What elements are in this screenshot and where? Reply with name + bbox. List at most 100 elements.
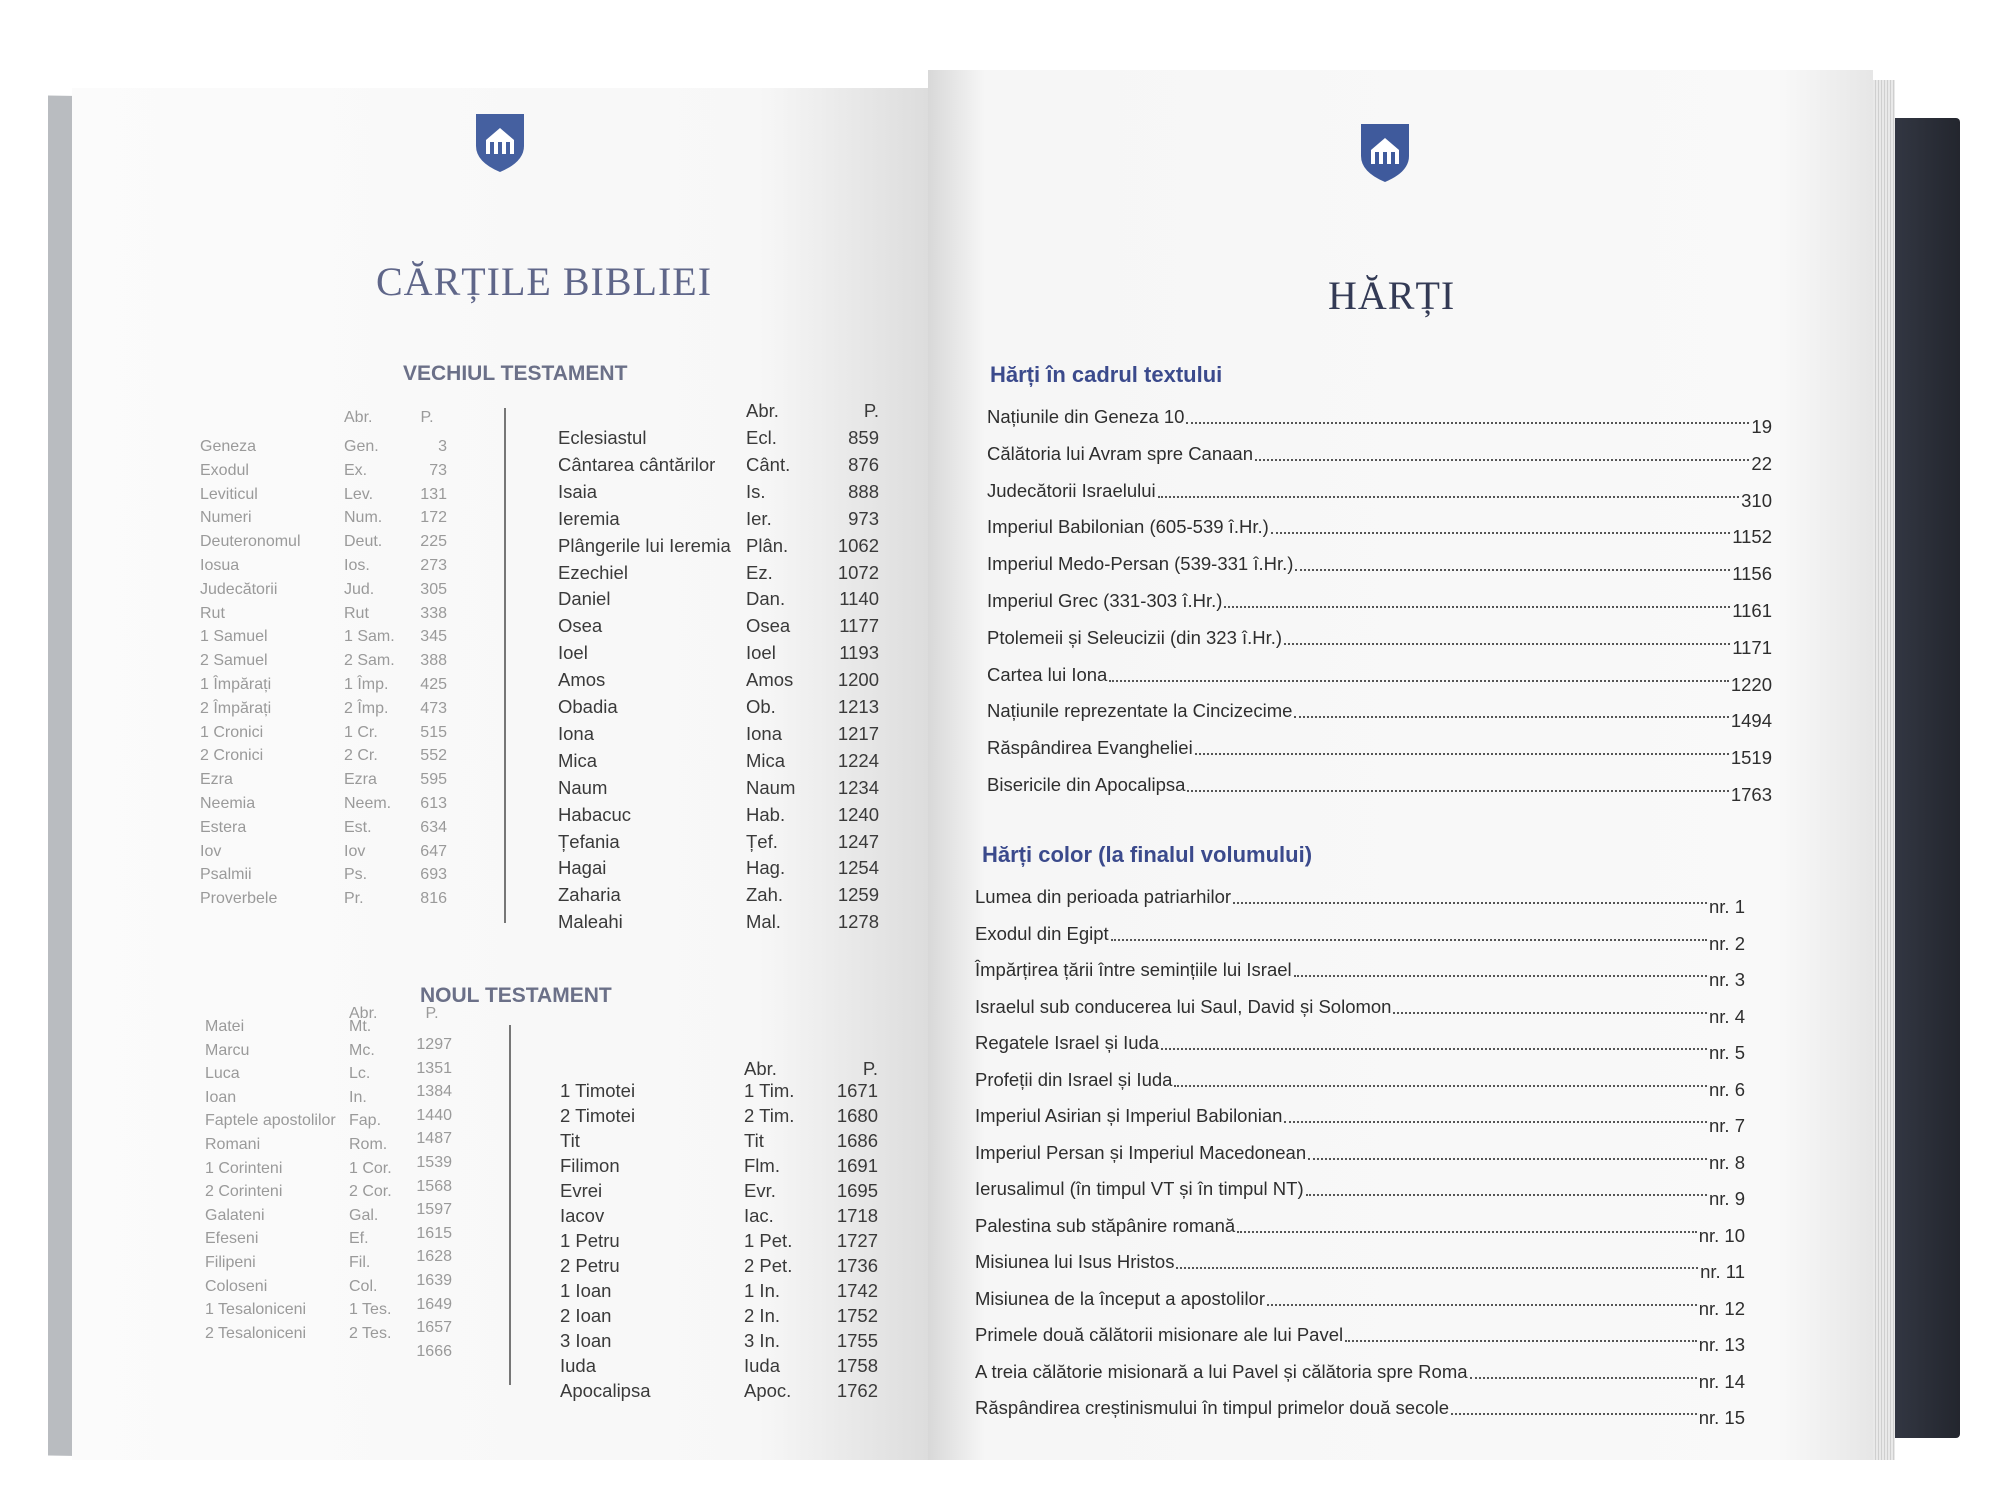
book-name: Iacov (560, 1205, 605, 1226)
book-page-number: 1259 (837, 884, 879, 906)
map-index-row: Cartea lui Iona 1220 (987, 664, 1772, 695)
dot-leader (1308, 1157, 1707, 1160)
book-page-number: 1487 (416, 1130, 452, 1148)
map-title: Imperiul Grec (331-303 î.Hr.) (987, 590, 1223, 611)
book-name: Efeseni (205, 1230, 259, 1248)
book-abbreviation: Ez. (746, 561, 773, 583)
dot-leader (1157, 495, 1740, 498)
book-name: Deuteronomul (200, 533, 301, 551)
book-abbreviation: Mal. (746, 911, 781, 933)
map-index-row: Imperiul Babilonian (605-539 î.Hr.) 1152 (987, 516, 1772, 547)
book-page-number: 1628 (416, 1248, 452, 1266)
book-name: Filipeni (205, 1254, 256, 1271)
book-name: Ieremia (558, 507, 620, 529)
book-page-number: 876 (848, 453, 879, 475)
book-page-number: 859 (848, 427, 879, 448)
shield-logo-icon (476, 114, 524, 172)
dot-leader (1451, 1413, 1697, 1415)
map-title: Judecătorii Israelului (987, 479, 1156, 501)
book-page-number: 1742 (836, 1280, 878, 1301)
map-page: nr. 9 (1709, 1188, 1745, 1209)
book-name: Judecătorii (200, 580, 278, 598)
right-page (928, 70, 1873, 1460)
book-name: 2 Samuel (200, 652, 268, 670)
new-testament-heading: NOUL TESTAMENT (420, 984, 612, 1007)
book-page-number: 1755 (836, 1330, 878, 1351)
book-page-number: 552 (420, 747, 447, 765)
map-page: 1152 (1732, 526, 1772, 548)
book-page-number: 1384 (416, 1083, 452, 1101)
book-abbreviation: Fap. (349, 1112, 382, 1130)
book-abbreviation: Țef. (746, 830, 778, 852)
map-page: nr. 15 (1698, 1407, 1745, 1428)
book-page-number: 273 (420, 557, 447, 574)
dot-leader (1469, 1376, 1697, 1379)
dot-leader (1109, 679, 1729, 682)
map-title: Imperiul Medo-Persan (539-331 î.Hr.) (987, 553, 1294, 575)
book-page-number: 1140 (839, 588, 879, 610)
book-page-number: 1278 (837, 911, 879, 933)
map-title: Ierusalimul (în timpul VT și în timpul N… (975, 1178, 1304, 1199)
dot-leader (1224, 606, 1731, 608)
book-page-number: 345 (420, 628, 447, 646)
book-page-number: 225 (420, 533, 447, 551)
book-page-number: 613 (420, 795, 447, 812)
dot-leader (1237, 1230, 1697, 1233)
book-name: Plângerile lui Ieremia (558, 534, 731, 556)
book-page-number: 172 (420, 509, 447, 527)
map-title: Lumea din perioada patriarhilor (975, 886, 1232, 907)
book-name: Galateni (205, 1206, 265, 1224)
map-page: 22 (1751, 452, 1772, 474)
book-page-number: 1217 (837, 722, 879, 744)
book-abbreviation: Num. (344, 509, 383, 527)
map-index-row: Națiunile reprezentate la Cincizecime 149… (987, 700, 1772, 731)
book-abbreviation: Osea (746, 615, 791, 637)
map-page: 1220 (1730, 673, 1772, 695)
map-title: Călătoria lui Avram spre Canaan (987, 442, 1253, 464)
book-page-number: 1224 (837, 749, 879, 771)
map-page: 1519 (1730, 747, 1772, 769)
dot-leader (1194, 753, 1729, 756)
map-page: nr. 7 (1709, 1115, 1745, 1136)
book-page-number: 1234 (837, 776, 879, 798)
map-index-row: Ptolemeii și Seleucizii (din 323 î.Hr.) 1… (987, 627, 1772, 658)
map-page: 1494 (1730, 710, 1772, 732)
old-testament-heading: VECHIUL TESTAMENT (403, 362, 628, 385)
book-abbreviation: Pr. (344, 890, 364, 908)
book-abbreviation: Iov (344, 842, 366, 860)
book-name: Luca (205, 1065, 240, 1083)
dot-leader (1294, 716, 1729, 719)
book-page-number: 1695 (836, 1180, 878, 1201)
map-page: nr. 12 (1698, 1297, 1745, 1319)
page-title: HĂRȚI (1328, 273, 1456, 318)
book-abbreviation: 1 Cr. (344, 723, 378, 741)
map-index-row: Răspândirea Evangheliei 1519 (987, 737, 1772, 768)
book-name: Iona (558, 722, 595, 744)
map-page: nr. 6 (1709, 1078, 1745, 1100)
book-page-number: 1440 (416, 1106, 452, 1124)
dot-leader (1293, 975, 1707, 977)
book-page-number: 1539 (416, 1154, 452, 1171)
map-title: Națiunile reprezentate la Cincizecime (987, 700, 1293, 722)
book-name: Mica (558, 749, 598, 771)
book-name: Evrei (560, 1180, 603, 1201)
book-name: 1 Cronici (200, 723, 264, 741)
book-abbreviation: Ezra (344, 771, 377, 789)
book-abbreviation: Cânt. (746, 453, 791, 475)
dot-leader (1187, 790, 1729, 792)
map-index-row: Călătoria lui Avram spre Canaan 22 (987, 442, 1772, 474)
map-page: 19 (1751, 416, 1772, 437)
book-abbreviation: 2 Cor. (349, 1183, 392, 1201)
dot-leader (1233, 902, 1707, 904)
book-name: Psalmii (200, 866, 252, 884)
dot-leader (1295, 569, 1731, 572)
book-name: Maleahi (558, 911, 623, 933)
book-name: Matei (205, 1018, 245, 1035)
book-name: Filimon (560, 1155, 620, 1176)
column-header-abbr: Abr. (744, 1058, 777, 1079)
book-page-number: 1193 (839, 642, 879, 664)
book-page-number: 1736 (836, 1255, 878, 1276)
book-page-number: 1351 (416, 1059, 452, 1077)
book-name: 1 Petru (560, 1230, 620, 1251)
map-title: A treia călătorie misionară a lui Pavel … (975, 1360, 1468, 1382)
